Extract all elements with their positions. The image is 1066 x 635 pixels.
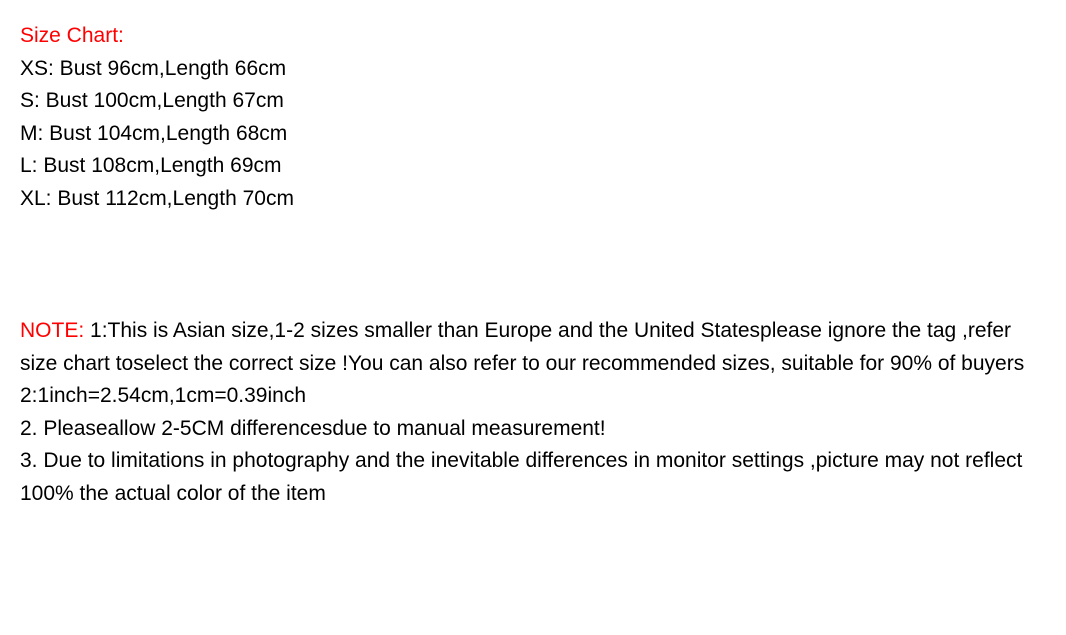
note-line-3: 2. Pleaseallow 2-5CM differencesdue to m…	[20, 413, 1046, 446]
note-paragraph-1: NOTE: 1:This is Asian size,1-2 sizes sma…	[20, 315, 1046, 380]
spacer	[20, 215, 1046, 315]
size-row: L: Bust 108cm,Length 69cm	[20, 150, 1046, 183]
note-label: NOTE:	[20, 319, 90, 342]
size-row: S: Bust 100cm,Length 67cm	[20, 85, 1046, 118]
note-body-text: 1:This is Asian size,1-2 sizes smaller t…	[20, 319, 1024, 375]
note-line-2: 2:1inch=2.54cm,1cm=0.39inch	[20, 380, 1046, 413]
size-chart-heading: Size Chart:	[20, 20, 1046, 53]
note-line-4: 3. Due to limitations in photography and…	[20, 445, 1046, 510]
size-row: XS: Bust 96cm,Length 66cm	[20, 53, 1046, 86]
size-row: M: Bust 104cm,Length 68cm	[20, 118, 1046, 151]
size-row: XL: Bust 112cm,Length 70cm	[20, 183, 1046, 216]
